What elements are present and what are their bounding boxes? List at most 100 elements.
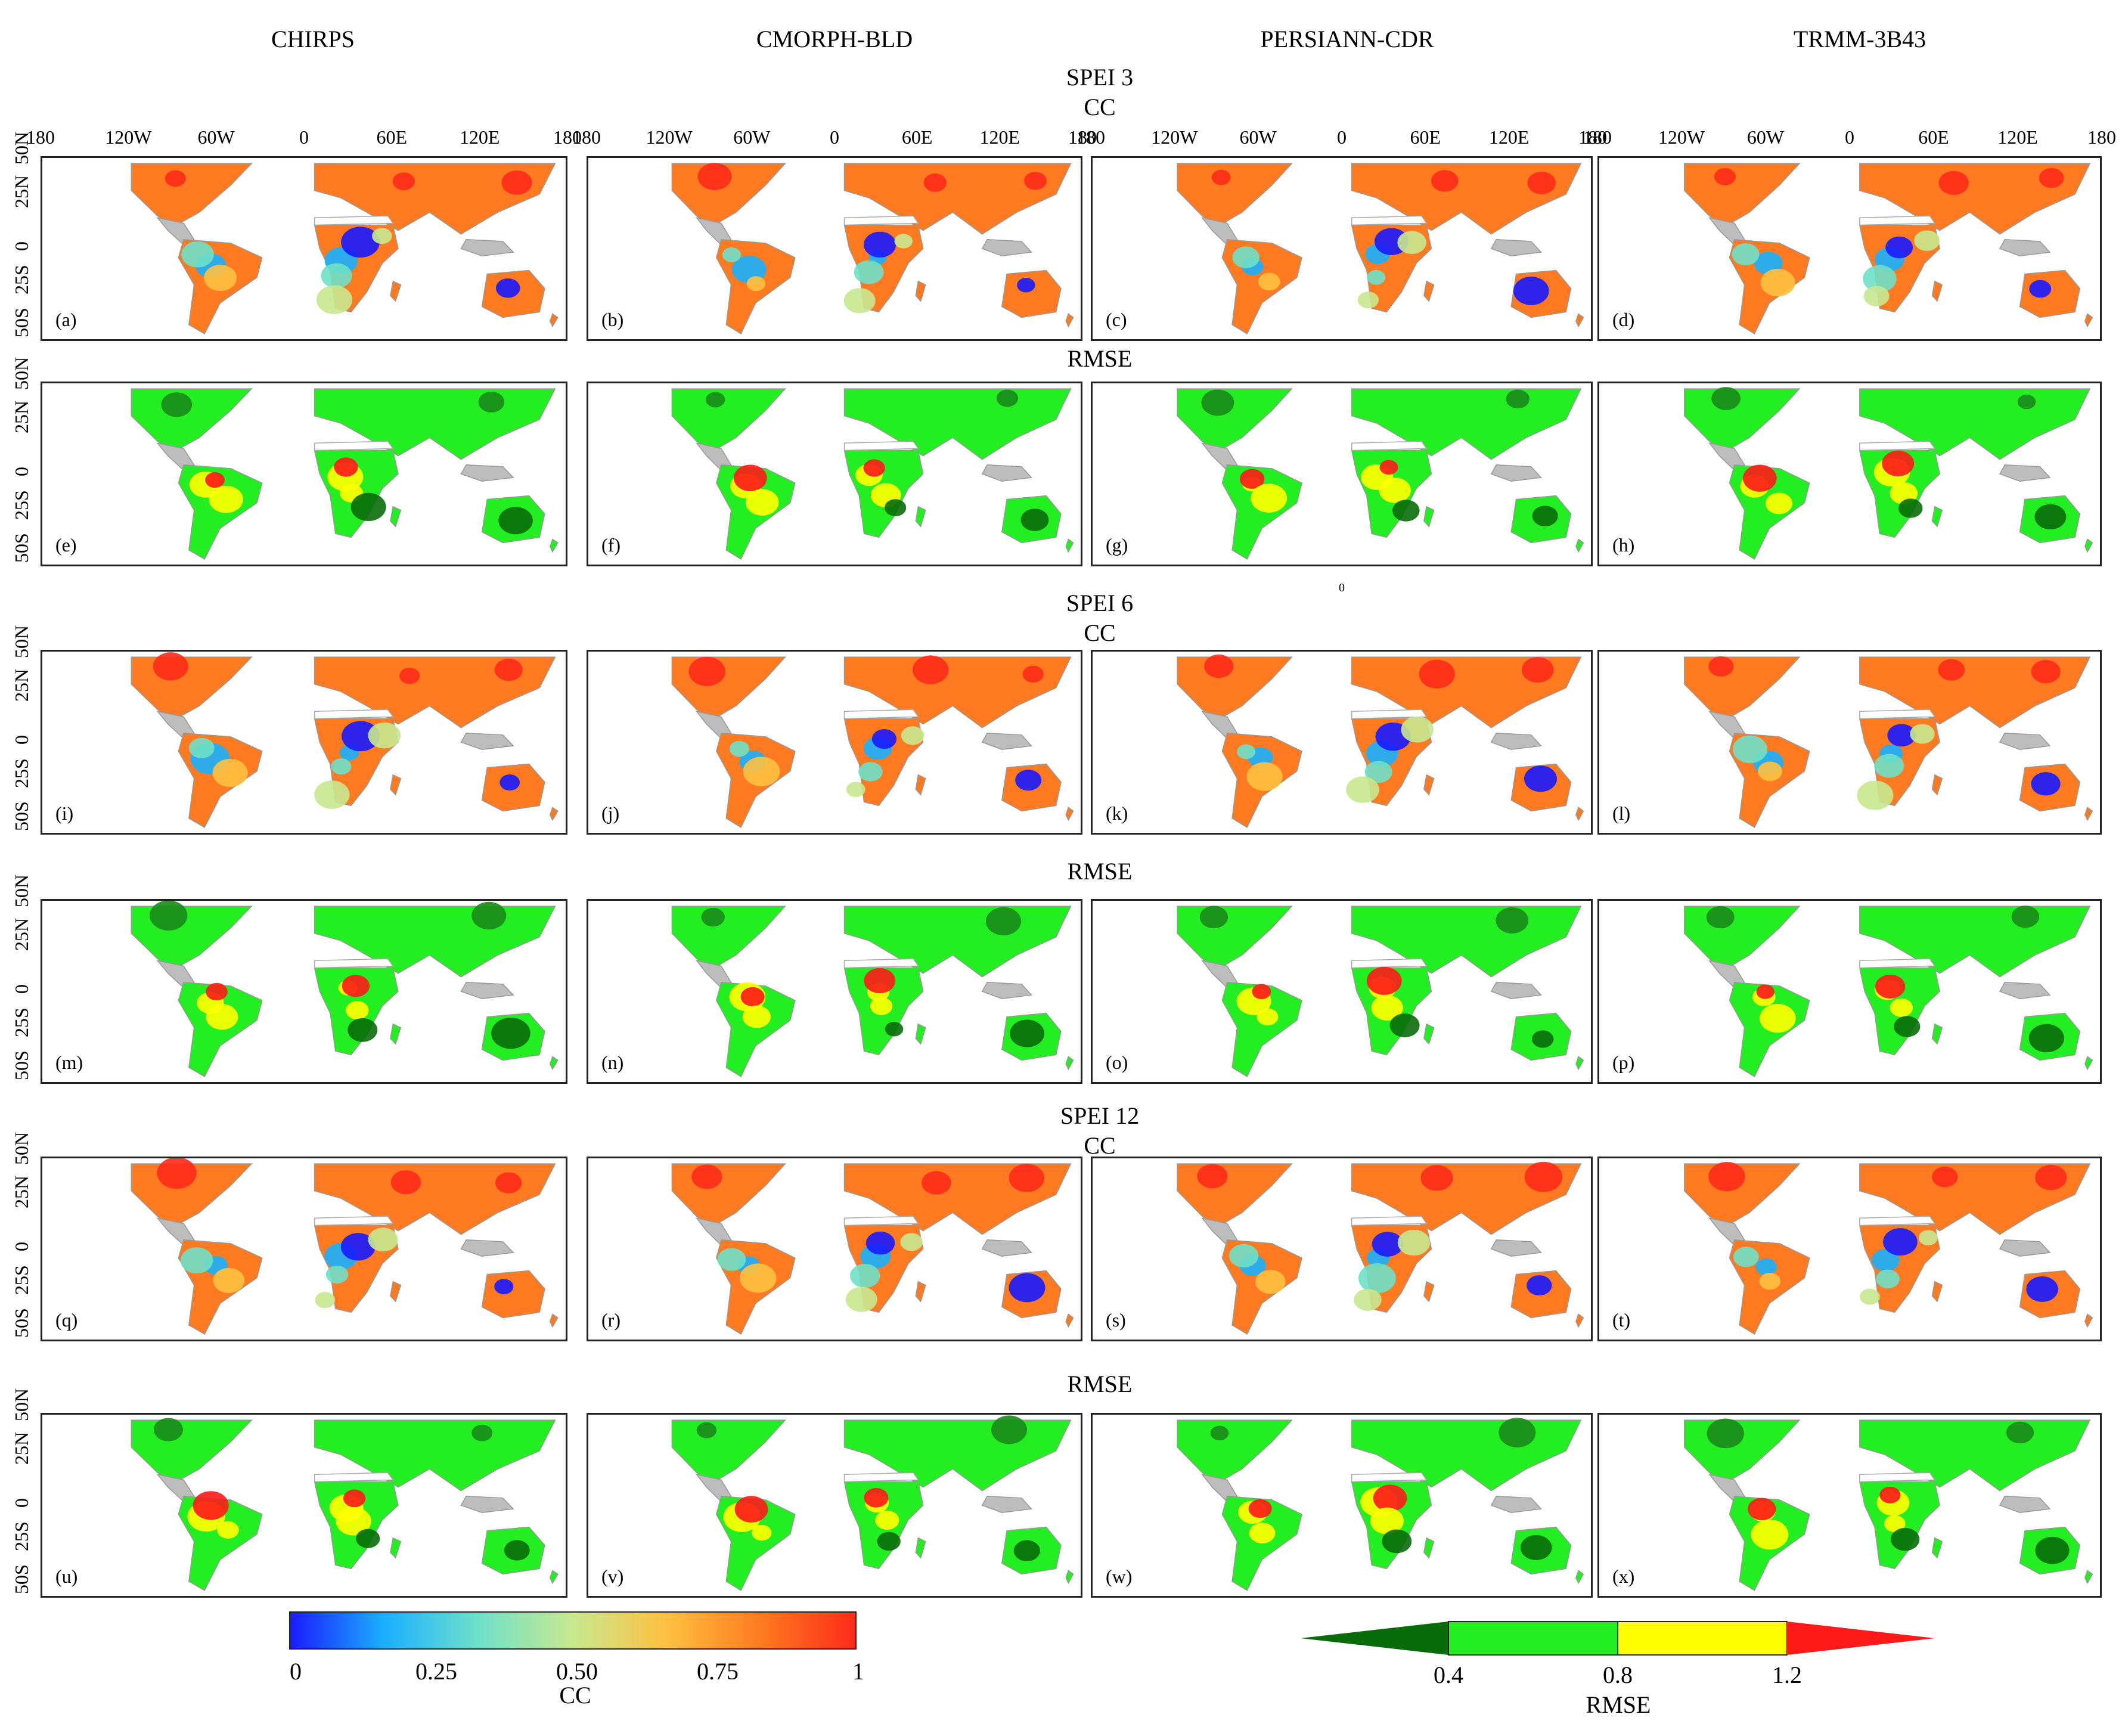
value-patch bbox=[864, 1487, 889, 1508]
value-patch bbox=[752, 1524, 772, 1541]
lon-tick-label: 120W bbox=[105, 126, 152, 148]
landmass-northAmerica bbox=[1684, 163, 1801, 228]
value-patch bbox=[209, 485, 243, 513]
column-header: CHIRPS bbox=[271, 26, 355, 52]
value-patch bbox=[2039, 168, 2064, 188]
map-panel: (d) bbox=[1597, 156, 2102, 341]
value-patch bbox=[1755, 1258, 1777, 1276]
value-patch bbox=[205, 472, 225, 488]
value-patch bbox=[1024, 172, 1047, 190]
value-patch bbox=[2028, 1024, 2064, 1053]
desert-mask bbox=[1859, 215, 1936, 226]
landmass-northAmerica bbox=[1177, 163, 1293, 228]
cc-colorbar-title: CC bbox=[559, 1682, 591, 1709]
value-patch bbox=[325, 1265, 349, 1284]
panel-label: (r) bbox=[601, 1309, 621, 1331]
value-patch bbox=[161, 392, 193, 417]
desert-mask bbox=[843, 441, 919, 451]
value-patch bbox=[368, 1227, 398, 1252]
value-patch bbox=[491, 1017, 530, 1049]
value-patch bbox=[1201, 389, 1234, 416]
value-patch bbox=[2035, 1536, 2070, 1564]
lon-tick-label: 120E bbox=[1488, 126, 1530, 148]
value-patch bbox=[854, 260, 884, 284]
rmse-segment-yellow bbox=[1617, 1621, 1788, 1656]
value-patch bbox=[1532, 506, 1558, 526]
value-patch bbox=[1382, 1529, 1412, 1554]
value-patch bbox=[1017, 278, 1035, 293]
value-patch bbox=[1910, 724, 1935, 744]
stray-label: 0 bbox=[1339, 581, 1345, 594]
value-patch bbox=[1496, 907, 1529, 934]
value-patch bbox=[871, 729, 897, 749]
lon-tick-label: 180 bbox=[2087, 126, 2116, 148]
map-panel: (q) bbox=[41, 1157, 567, 1341]
value-patch bbox=[1506, 389, 1530, 409]
value-patch bbox=[1863, 265, 1897, 293]
value-patch bbox=[1733, 1247, 1759, 1267]
map-svg bbox=[671, 163, 1074, 334]
landmass-nz bbox=[549, 313, 559, 328]
value-patch bbox=[1706, 906, 1735, 929]
value-patch bbox=[913, 655, 949, 684]
value-patch bbox=[346, 1001, 369, 1020]
value-patch bbox=[356, 1529, 380, 1548]
section-title: SPEI 6 bbox=[1066, 590, 1134, 616]
column-header: TRMM-3B43 bbox=[1793, 26, 1926, 52]
landmass-seasia bbox=[1490, 982, 1542, 999]
map-svg bbox=[671, 1163, 1074, 1335]
value-patch bbox=[1397, 231, 1426, 255]
value-patch bbox=[1884, 1515, 1906, 1533]
value-patch bbox=[343, 1489, 366, 1508]
cc-tick-label: 0.25 bbox=[415, 1658, 457, 1685]
value-patch bbox=[1015, 769, 1042, 791]
landmass-madagascar bbox=[1423, 1537, 1435, 1559]
value-patch bbox=[1898, 498, 1923, 518]
desert-mask bbox=[1859, 709, 1936, 720]
cc-tick-label: 0.75 bbox=[697, 1658, 739, 1685]
landmass-madagascar bbox=[1423, 1281, 1435, 1303]
map-panel: (f) bbox=[587, 382, 1082, 566]
landmass-seasia bbox=[1490, 1496, 1542, 1513]
value-patch bbox=[1914, 230, 1940, 251]
landmass-nz bbox=[1065, 1056, 1074, 1071]
value-patch bbox=[1714, 168, 1736, 185]
value-patch bbox=[1732, 735, 1768, 764]
desert-mask bbox=[1351, 441, 1428, 451]
value-patch bbox=[1252, 984, 1271, 1000]
value-patch bbox=[2034, 504, 2067, 530]
panel-label: (b) bbox=[601, 309, 624, 330]
landmass-nz bbox=[2084, 1313, 2093, 1328]
desert-mask bbox=[1859, 441, 1936, 451]
rmse-tick-label: 0.8 bbox=[1603, 1661, 1633, 1688]
desert-mask bbox=[1859, 1472, 1936, 1483]
desert-mask bbox=[314, 709, 394, 720]
landmass-madagascar bbox=[915, 1023, 926, 1045]
value-patch bbox=[1708, 656, 1734, 677]
value-patch bbox=[1882, 450, 1915, 476]
value-patch bbox=[206, 982, 228, 1001]
lon-tick-label: 0 bbox=[830, 126, 839, 148]
value-patch bbox=[471, 901, 507, 930]
landmass-madagascar bbox=[390, 1281, 402, 1303]
map-panel: (x) bbox=[1597, 1413, 2102, 1598]
panel-label: (q) bbox=[55, 1309, 78, 1331]
value-patch bbox=[1379, 478, 1411, 503]
value-patch bbox=[2026, 1276, 2058, 1302]
section-title: SPEI 12 bbox=[1060, 1102, 1140, 1129]
lon-tick-label: 120W bbox=[1658, 126, 1705, 148]
value-patch bbox=[494, 658, 523, 681]
landmass-nz bbox=[1065, 313, 1074, 328]
value-patch bbox=[2035, 1165, 2067, 1191]
value-patch bbox=[1397, 1229, 1431, 1256]
value-patch bbox=[722, 247, 742, 262]
value-patch bbox=[1758, 761, 1783, 782]
landmass-madagascar bbox=[1931, 1537, 1943, 1559]
desert-mask bbox=[1351, 215, 1428, 226]
value-patch bbox=[885, 499, 907, 517]
value-patch bbox=[180, 1247, 213, 1273]
value-patch bbox=[1513, 277, 1549, 305]
desert-mask bbox=[1859, 1216, 1936, 1226]
value-patch bbox=[746, 276, 766, 292]
